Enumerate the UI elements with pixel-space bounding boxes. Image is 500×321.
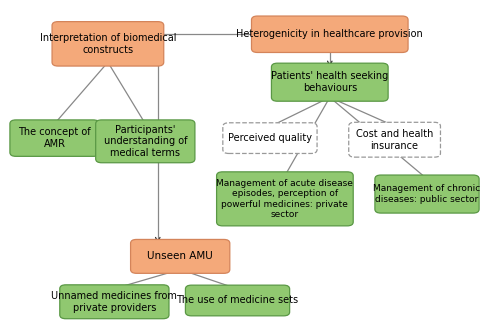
FancyBboxPatch shape xyxy=(272,63,388,101)
Text: Patients' health seeking
behaviours: Patients' health seeking behaviours xyxy=(271,71,388,93)
FancyBboxPatch shape xyxy=(375,175,479,213)
FancyBboxPatch shape xyxy=(223,123,317,153)
FancyBboxPatch shape xyxy=(216,172,353,226)
FancyBboxPatch shape xyxy=(10,120,99,156)
Text: Interpretation of biomedical
constructs: Interpretation of biomedical constructs xyxy=(40,33,176,55)
FancyBboxPatch shape xyxy=(60,285,169,319)
Text: The concept of
AMR: The concept of AMR xyxy=(18,127,91,149)
Text: The use of medicine sets: The use of medicine sets xyxy=(176,296,298,306)
Text: Heterogenicity in healthcare provision: Heterogenicity in healthcare provision xyxy=(236,29,423,39)
FancyBboxPatch shape xyxy=(252,16,408,52)
Text: Cost and health
insurance: Cost and health insurance xyxy=(356,129,434,151)
Text: Participants'
understanding of
medical terms: Participants' understanding of medical t… xyxy=(104,125,187,158)
FancyBboxPatch shape xyxy=(52,22,164,66)
Text: Management of acute disease
episodes, perception of
powerful medicines: private
: Management of acute disease episodes, pe… xyxy=(216,179,354,219)
Text: Unseen AMU: Unseen AMU xyxy=(148,251,213,261)
FancyBboxPatch shape xyxy=(186,285,290,316)
Text: Management of chronic
diseases: public sector: Management of chronic diseases: public s… xyxy=(374,184,480,204)
FancyBboxPatch shape xyxy=(130,239,230,273)
FancyBboxPatch shape xyxy=(96,120,195,163)
Text: Perceived quality: Perceived quality xyxy=(228,133,312,143)
Text: Unnamed medicines from
private providers: Unnamed medicines from private providers xyxy=(52,291,178,313)
FancyBboxPatch shape xyxy=(348,122,440,157)
